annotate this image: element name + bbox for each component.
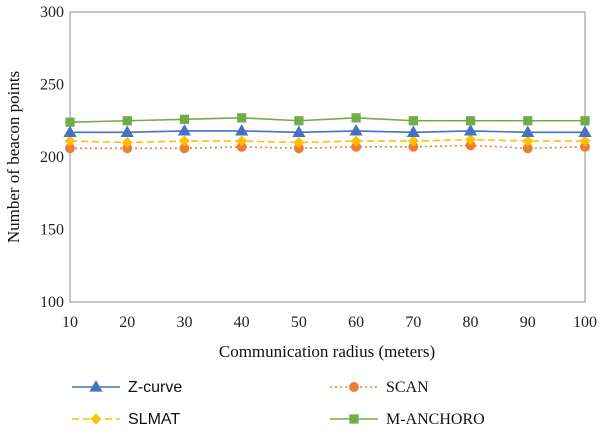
series-line — [70, 144, 586, 150]
x-tick-label: 60 — [348, 314, 364, 331]
series-slmat — [64, 134, 591, 148]
data-point — [522, 135, 534, 147]
x-tick-label: 100 — [573, 314, 597, 331]
x-axis-title: Communication radius (meters) — [219, 342, 435, 361]
data-point — [65, 117, 75, 127]
data-point — [65, 143, 75, 154]
data-point — [579, 135, 591, 147]
data-point — [177, 124, 192, 136]
x-tick-label: 40 — [234, 314, 250, 331]
data-point — [349, 124, 363, 136]
y-axis-title: Number of beacon points — [4, 71, 23, 243]
data-point — [521, 125, 535, 137]
legend-marker — [349, 414, 359, 424]
data-point — [408, 141, 419, 152]
legend-label: SLMAT — [128, 411, 180, 428]
x-tick-label: 20 — [119, 314, 135, 331]
data-point — [292, 125, 306, 137]
data-point — [179, 114, 190, 124]
data-point — [465, 140, 476, 151]
data-point — [179, 143, 190, 154]
x-tick-label: 50 — [291, 314, 307, 331]
legend-marker — [349, 382, 359, 392]
x-tick-label: 30 — [176, 314, 192, 331]
data-point — [121, 137, 133, 148]
y-tick-label: 100 — [40, 294, 64, 311]
series-m-anchoro — [65, 113, 590, 127]
data-point — [465, 116, 476, 126]
legend-item-m-anchoro: M-ANCHORO — [330, 411, 485, 428]
data-point — [463, 124, 478, 136]
x-tick-label: 80 — [463, 314, 479, 331]
data-point — [351, 141, 362, 152]
data-point — [522, 143, 533, 154]
x-tick-label: 70 — [405, 314, 421, 331]
legend-marker — [90, 413, 102, 425]
series-line — [69, 138, 585, 144]
data-point — [293, 137, 305, 148]
legend-label: Z-curve — [128, 379, 182, 396]
data-point — [64, 135, 76, 147]
data-point — [578, 125, 592, 137]
data-point — [235, 124, 249, 136]
data-point — [293, 143, 304, 154]
x-tick-label: 10 — [62, 314, 78, 331]
series-line — [70, 130, 585, 134]
y-axis-ticks: 100 150 200 250 300 — [40, 4, 64, 311]
legend-item-z-curve: Z-curve — [72, 379, 182, 396]
series-line — [69, 117, 585, 123]
data-point — [580, 141, 590, 152]
legend-item-scan: SCAN — [330, 379, 429, 396]
y-tick-label: 250 — [40, 77, 64, 94]
y-tick-label: 200 — [40, 149, 64, 166]
data-point — [178, 135, 190, 147]
series-z-curve — [63, 124, 592, 137]
data-point — [237, 113, 247, 123]
legend: Z-curve SCAN SLMAT M-ANCHORO — [72, 379, 485, 428]
data-point — [351, 113, 361, 123]
series-layer — [63, 113, 592, 154]
plot-area — [69, 11, 586, 303]
data-point — [523, 116, 533, 126]
legend-label: SCAN — [386, 379, 429, 396]
legend-label: M-ANCHORO — [386, 411, 485, 428]
data-point — [122, 116, 132, 126]
data-point — [294, 116, 304, 126]
data-point — [406, 125, 420, 137]
data-point — [236, 141, 247, 152]
data-point — [407, 135, 419, 147]
data-point — [236, 135, 248, 147]
x-axis-ticks: 10 20 30 40 50 60 70 80 90 100 — [62, 314, 597, 331]
data-point — [580, 116, 590, 126]
data-point — [63, 125, 77, 137]
x-tick-label: 90 — [520, 314, 536, 331]
data-point — [122, 143, 133, 154]
data-point — [350, 135, 362, 147]
y-tick-label: 150 — [40, 222, 64, 239]
data-point — [120, 125, 134, 137]
series-scan — [65, 140, 590, 154]
legend-marker — [89, 380, 103, 392]
data-point — [465, 134, 477, 146]
data-point — [408, 116, 418, 126]
legend-item-slmat: SLMAT — [72, 411, 180, 428]
y-tick-label: 300 — [40, 4, 64, 21]
